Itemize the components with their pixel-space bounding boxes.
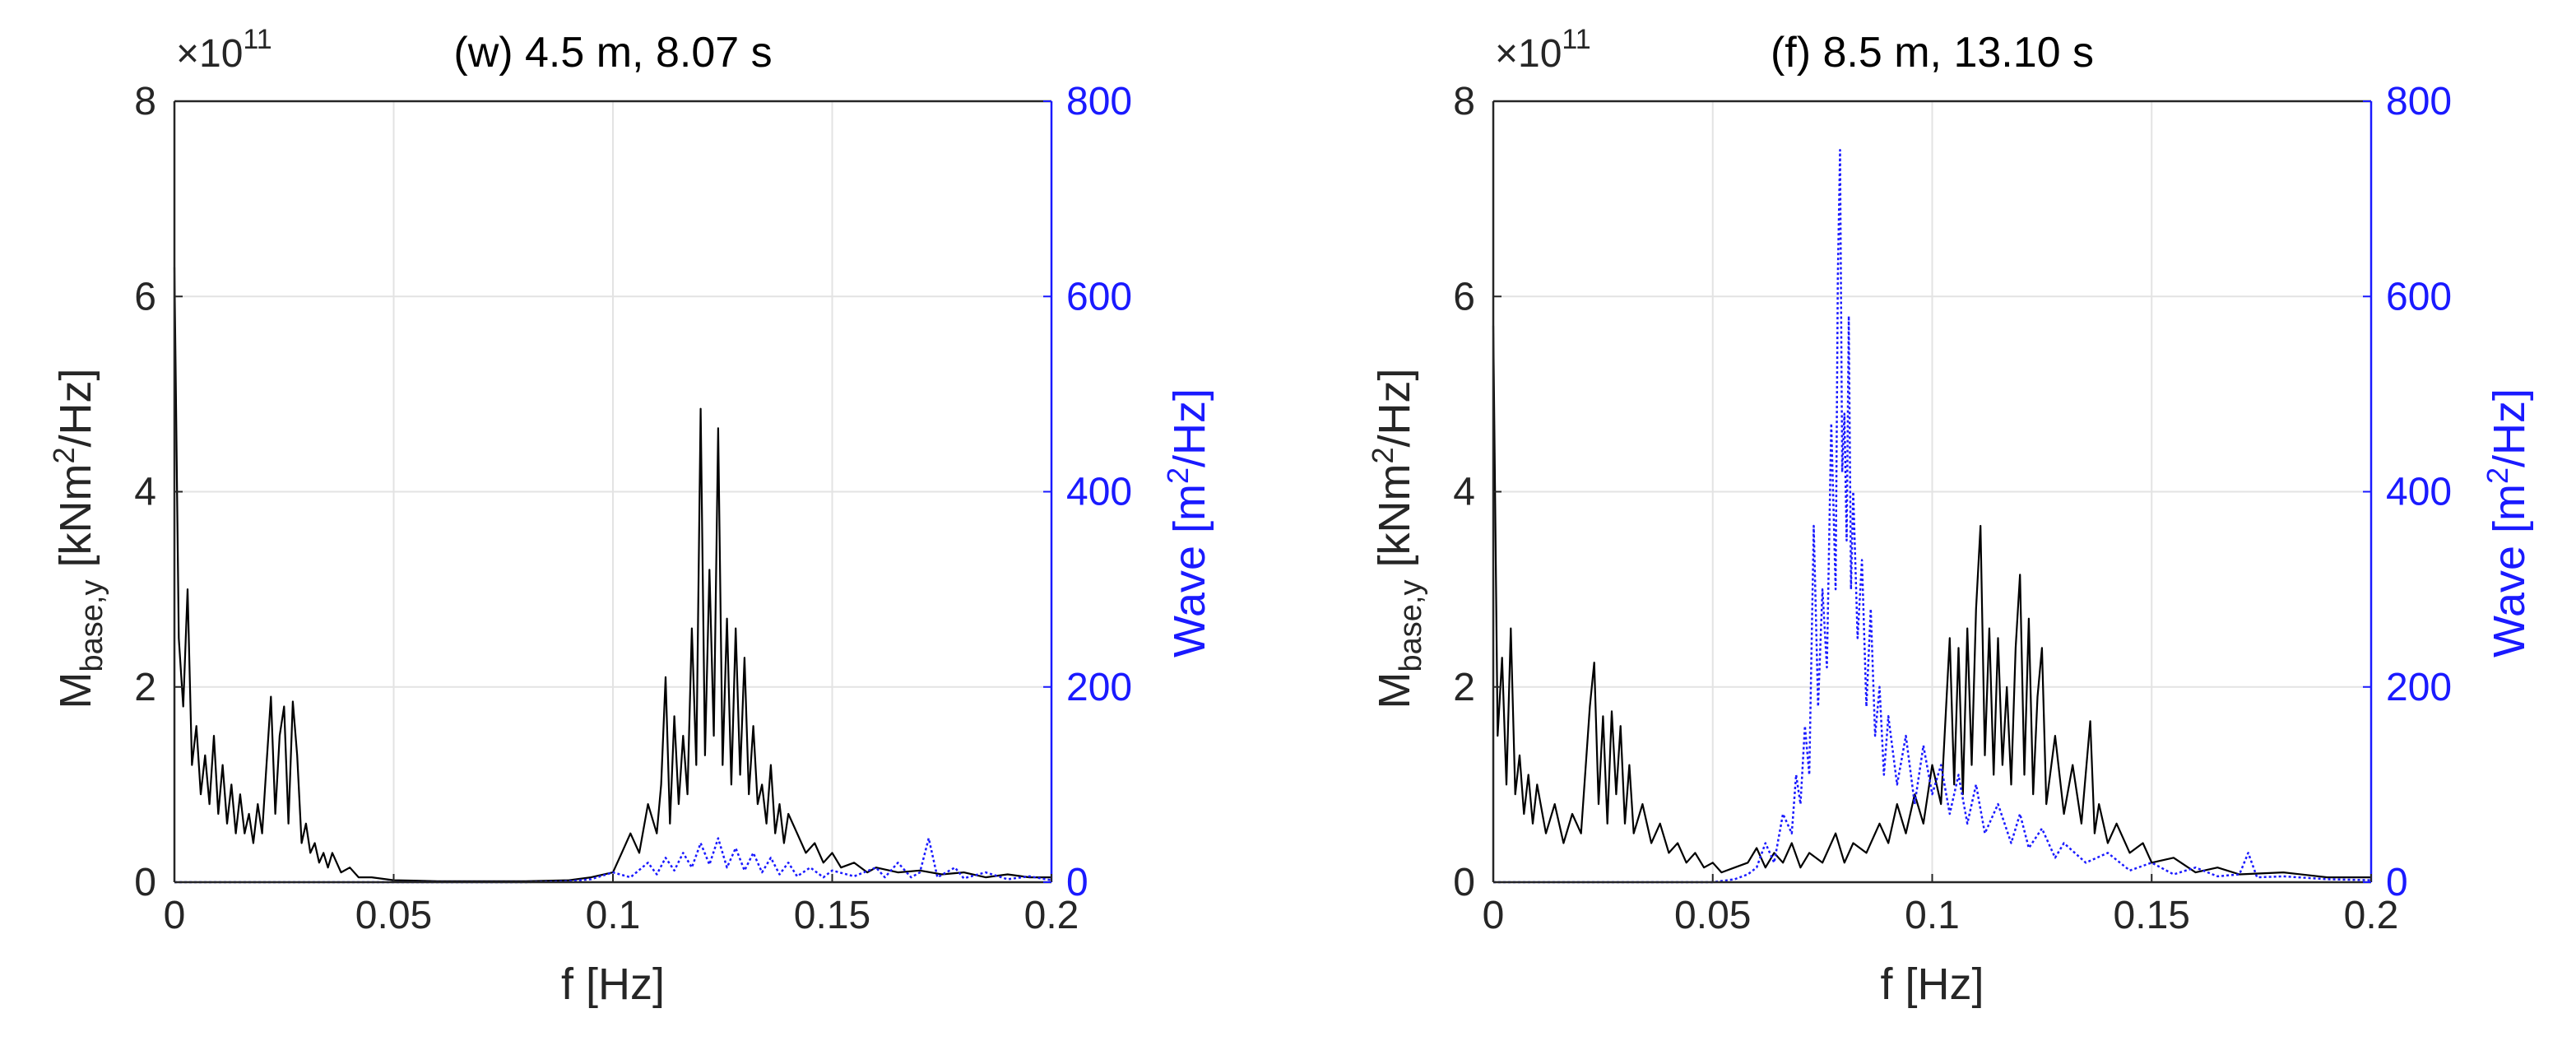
y2-tick-label: 200 xyxy=(2386,666,2452,709)
y2-tick-label: 800 xyxy=(1066,80,1132,123)
y-tick-label: 6 xyxy=(134,275,156,318)
y-tick-label: 2 xyxy=(1453,666,1475,709)
moment-series-line xyxy=(1492,325,2371,879)
y-tick-label: 0 xyxy=(1453,861,1475,904)
x-axis-label: f [Hz] xyxy=(1880,960,1984,1009)
y2-tick-label: 600 xyxy=(2386,275,2452,318)
x-tick-label: 0.1 xyxy=(1905,894,1960,937)
x-tick-label: 0.2 xyxy=(1024,894,1079,937)
chart-title: (f) 8.5 m, 13.10 s xyxy=(1771,29,2094,77)
y-axis-label: Mbase,y [kNm2/Hz] xyxy=(1366,368,1428,709)
y-tick-label: 8 xyxy=(1453,80,1475,123)
y2-tick-label: 200 xyxy=(1066,666,1132,709)
y2-axis-label: Wave [m2/Hz] xyxy=(2481,388,2534,658)
x-tick-label: 0 xyxy=(164,894,186,937)
x-tick-label: 0 xyxy=(1483,894,1505,937)
wave-series-line xyxy=(1493,149,2372,884)
y-tick-label: 4 xyxy=(134,471,156,514)
y-tick-label: 0 xyxy=(134,861,156,904)
y-exponent-label: ×1011 xyxy=(176,24,272,76)
x-tick-label: 0.15 xyxy=(2114,894,2190,937)
y2-tick-label: 800 xyxy=(2386,80,2452,123)
y2-tick-label: 400 xyxy=(1066,471,1132,514)
x-tick-label: 0.05 xyxy=(1674,894,1751,937)
x-axis-label: f [Hz] xyxy=(561,960,665,1009)
y-axis-label: Mbase,y [kNm2/Hz] xyxy=(47,368,109,709)
x-tick-label: 0.15 xyxy=(794,894,870,937)
x-tick-label: 0.1 xyxy=(586,894,641,937)
y-tick-label: 8 xyxy=(134,80,156,123)
y2-tick-label: 400 xyxy=(2386,471,2452,514)
y2-tick-label: 0 xyxy=(2386,861,2408,904)
y2-axis-label: Wave [m2/Hz] xyxy=(1161,388,1214,658)
x-tick-label: 0.05 xyxy=(355,894,432,937)
x-tick-label: 0.2 xyxy=(2344,894,2399,937)
y-tick-label: 6 xyxy=(1453,275,1475,318)
wave-series-line xyxy=(174,837,1052,884)
moment-series-line xyxy=(173,267,1051,882)
y2-tick-label: 0 xyxy=(1066,861,1088,904)
y-tick-label: 4 xyxy=(1453,471,1475,514)
chart-title: (w) 4.5 m, 8.07 s xyxy=(453,29,772,77)
y2-tick-label: 600 xyxy=(1066,275,1132,318)
y-exponent-label: ×1011 xyxy=(1495,24,1591,76)
y-tick-label: 2 xyxy=(134,666,156,709)
